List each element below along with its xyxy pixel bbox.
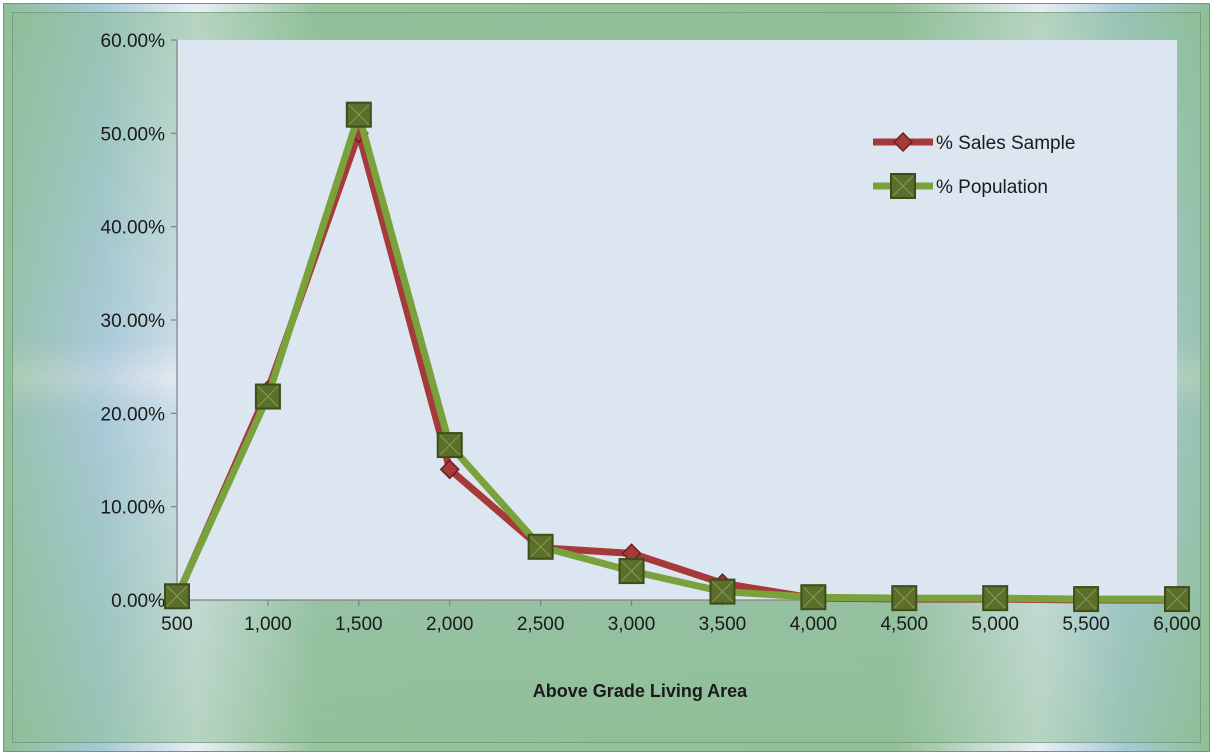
y-tick-label: 40.00% bbox=[101, 218, 166, 239]
y-tick-label: 50.00% bbox=[101, 124, 166, 145]
y-tick-label: 30.00% bbox=[101, 311, 166, 332]
legend-swatch-marker bbox=[892, 131, 914, 153]
x-tick-label: 4,000 bbox=[790, 614, 838, 635]
legend-label: % Sales Sample bbox=[936, 133, 1075, 154]
x-tick-label: 2,000 bbox=[426, 614, 474, 635]
data-point-bevel bbox=[1075, 588, 1097, 610]
data-point-bevel bbox=[439, 434, 461, 456]
x-tick-label: 2,500 bbox=[517, 614, 565, 635]
legend-item: % Sales Sample bbox=[873, 131, 1075, 154]
x-tick-label: 5,000 bbox=[971, 614, 1019, 635]
series-line bbox=[173, 111, 1177, 603]
x-axis-title: Above Grade Living Area bbox=[533, 681, 748, 701]
x-axis-ticks: 500 1,000 1,500 2,000 2,500 3,000 3,500 4,000 4,… bbox=[161, 600, 1201, 635]
x-tick-label: 4,500 bbox=[880, 614, 928, 635]
legend-item: % Population bbox=[873, 173, 1048, 199]
y-tick-label: 0.00% bbox=[111, 591, 165, 612]
plot-area bbox=[177, 40, 1177, 600]
legend-label: % Population bbox=[936, 177, 1048, 198]
data-point-bevel bbox=[348, 104, 370, 126]
data-point bbox=[439, 459, 460, 480]
x-tick-label: 6,000 bbox=[1153, 614, 1201, 635]
legend: % Sales Sample % Population bbox=[873, 131, 1075, 199]
data-point-bevel bbox=[257, 386, 279, 407]
x-tick-label: 1,000 bbox=[244, 614, 292, 635]
x-tick-label: 5,500 bbox=[1062, 614, 1110, 635]
legend-swatch-marker-bevel bbox=[892, 175, 914, 197]
data-point-bevel bbox=[621, 560, 642, 582]
y-tick-label: 20.00% bbox=[101, 404, 166, 425]
series-layer bbox=[164, 101, 1190, 613]
data-point-bevel bbox=[1166, 588, 1188, 610]
x-tick-label: 1,500 bbox=[335, 614, 383, 635]
y-tick-label: 60.00% bbox=[101, 31, 166, 52]
data-point-bevel bbox=[803, 586, 824, 608]
data-point-bevel bbox=[984, 587, 1006, 609]
x-tick-label: 3,500 bbox=[699, 614, 747, 635]
data-point-bevel bbox=[166, 585, 188, 607]
data-point-bevel bbox=[893, 587, 915, 609]
x-tick-label: 500 bbox=[161, 614, 193, 635]
y-tick-label: 10.00% bbox=[101, 498, 166, 519]
data-point-bevel bbox=[712, 581, 733, 602]
data-point-bevel bbox=[530, 536, 551, 558]
y-axis-ticks: 0.00% 10.00% 20.00% 30.00% 40.00% 50.00% 60.00… bbox=[101, 31, 177, 612]
series-population bbox=[164, 101, 1190, 613]
x-tick-label: 3,000 bbox=[608, 614, 656, 635]
